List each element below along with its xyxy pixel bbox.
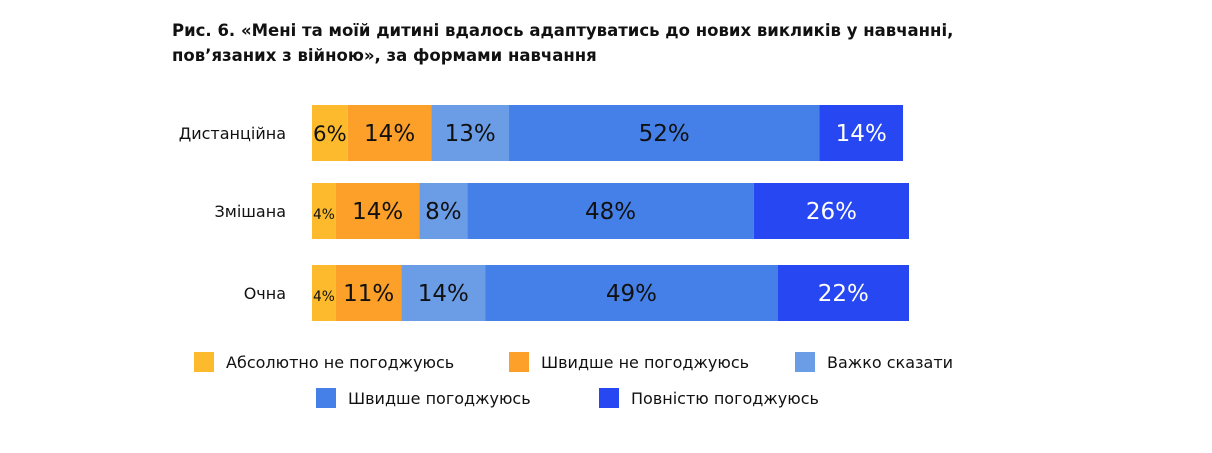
data-label-2-3: 49% <box>606 281 657 307</box>
data-label-0-3: 52% <box>639 121 690 147</box>
legend-label-4: Повністю погоджуюсь <box>631 388 819 408</box>
data-label-0-1: 14% <box>364 121 415 147</box>
chart-title-line-2: пов’язаних з війною», за формами навчанн… <box>172 46 597 65</box>
data-label-1-1: 14% <box>352 199 403 225</box>
category-label-2: Очна <box>244 284 286 303</box>
data-label-0-2: 13% <box>445 121 496 147</box>
bar-segment-1-2 <box>419 183 468 239</box>
bar-segment-2-4 <box>777 265 909 321</box>
legend-swatch-1 <box>509 352 529 372</box>
legend-label-1: Швидше не погоджуюсь <box>541 352 750 372</box>
legend-swatch-2 <box>795 352 815 372</box>
bar-segment-0-0 <box>312 105 348 161</box>
legend-swatch-0 <box>194 352 214 372</box>
bar-segment-2-1 <box>335 265 402 321</box>
bar-segment-2-3 <box>485 265 778 321</box>
data-label-0-0: 6% <box>313 122 347 147</box>
chart-title: Рис. 6. «Мені та моїй дитині вдалось ада… <box>172 18 1072 68</box>
legend-item-1: Швидше не погоджуюсь <box>509 350 749 374</box>
bar-segment-2-2 <box>401 265 486 321</box>
bar-segment-0-1 <box>347 105 432 161</box>
data-label-2-2: 14% <box>418 281 469 307</box>
legend-item-3: Швидше погоджуюсь <box>316 386 531 410</box>
data-label-0-4: 14% <box>836 121 887 147</box>
legend-swatch-4 <box>599 388 619 408</box>
data-label-1-2: 8% <box>425 199 462 225</box>
category-label-0: Дистанційна <box>179 124 286 143</box>
legend-label-2: Важко сказати <box>827 352 954 372</box>
data-label-1-0: 4% <box>313 207 335 223</box>
legend-item-0: Абсолютно не погоджуюсь <box>194 350 454 374</box>
data-label-2-0: 4% <box>313 289 335 305</box>
bar-segment-1-0 <box>312 183 336 239</box>
chart-title-line-1: Рис. 6. «Мені та моїй дитині вдалось ада… <box>172 21 954 40</box>
legend-item-2: Важко сказати <box>795 350 953 374</box>
data-label-1-4: 26% <box>806 199 857 225</box>
legend-swatch-3 <box>316 388 336 408</box>
data-label-2-4: 22% <box>818 281 869 307</box>
data-label-1-3: 48% <box>585 199 636 225</box>
bar-segment-0-2 <box>431 105 510 161</box>
legend-label-0: Абсолютно не погоджуюсь <box>226 352 455 372</box>
bar-segment-0-3 <box>509 105 820 161</box>
data-label-2-1: 11% <box>343 281 394 307</box>
legend-label-3: Швидше погоджуюсь <box>348 388 531 408</box>
bar-segment-1-3 <box>467 183 754 239</box>
bar-segment-2-0 <box>312 265 336 321</box>
bar-segment-1-1 <box>335 183 420 239</box>
category-label-1: Змішана <box>215 202 286 221</box>
stacked-bar-chart: Дистанційна 6% 14% 13% 52% 14% Змішана 4% 14% 8% 4… <box>179 105 909 321</box>
bar-segment-0-4 <box>819 105 904 161</box>
legend-item-4: Повністю погоджуюсь <box>599 386 819 410</box>
bar-segment-1-4 <box>753 183 909 239</box>
